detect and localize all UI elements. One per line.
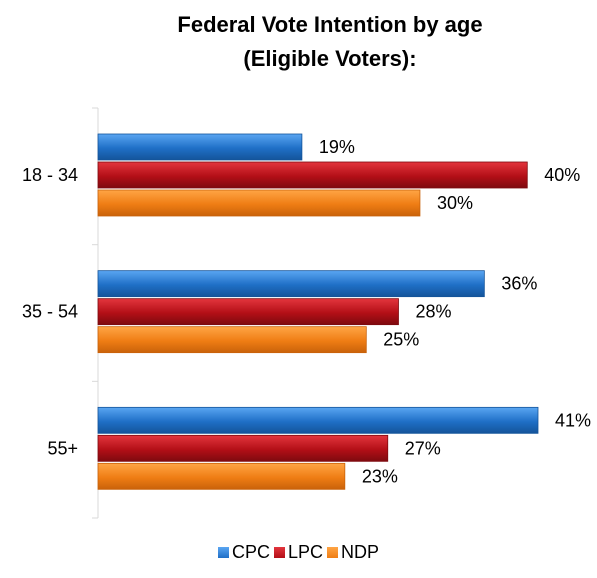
legend-swatch	[327, 547, 338, 558]
legend-swatch	[217, 547, 229, 558]
legend-label: CPC	[231, 542, 270, 562]
category-label: 55+	[47, 438, 78, 458]
legend-item-ndp: NDP	[327, 542, 379, 563]
category-label: 18 - 34	[22, 165, 78, 185]
chart-title-line-2: (Eligible Voters):	[243, 46, 417, 71]
legend-item-lpc: LPC	[273, 542, 323, 563]
bar-cpc	[97, 270, 485, 298]
legend-swatch	[273, 547, 285, 558]
data-label: 27%	[405, 438, 441, 458]
legend-label: LPC	[287, 542, 323, 562]
data-label: 19%	[319, 137, 355, 157]
bar-ndp	[97, 189, 421, 217]
chart-title-line-1: Federal Vote Intention by age	[177, 12, 483, 37]
bar-cpc	[97, 406, 539, 434]
data-label: 41%	[555, 410, 591, 430]
data-label: 30%	[437, 193, 473, 213]
bar-lpc	[97, 161, 528, 189]
data-label: 25%	[383, 330, 419, 350]
category-label: 35 - 54	[22, 302, 78, 322]
data-label: 36%	[501, 274, 537, 294]
bar-cpc	[97, 133, 303, 161]
bar-ndp	[97, 462, 346, 490]
legend-item-cpc: CPC	[217, 542, 270, 563]
data-label: 28%	[415, 302, 451, 322]
legend-label: NDP	[341, 542, 380, 562]
legend: CPC LPC NDP	[0, 542, 597, 563]
data-label: 40%	[544, 165, 580, 185]
bar-lpc	[97, 434, 389, 462]
bar-lpc	[97, 298, 399, 326]
data-label: 23%	[362, 466, 398, 486]
bar-ndp	[97, 326, 367, 354]
chart-title: Federal Vote Intention by age (Eligible …	[60, 8, 597, 76]
